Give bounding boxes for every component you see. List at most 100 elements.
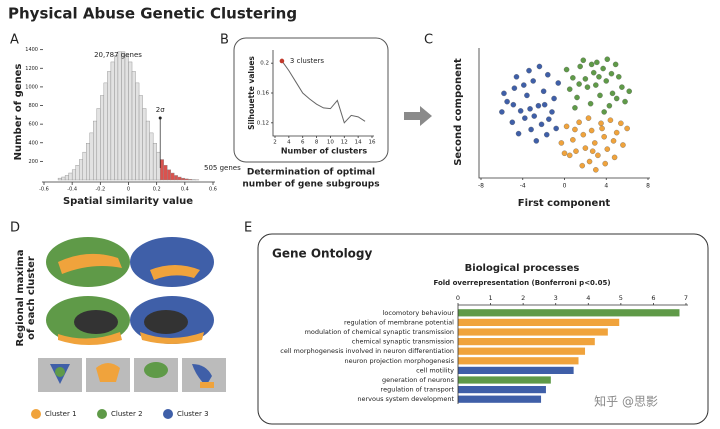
histogram-bar — [138, 95, 143, 181]
scatter-point — [609, 90, 616, 97]
scatter-point — [544, 131, 550, 138]
scatter-point — [566, 152, 573, 159]
scatter-point — [610, 138, 617, 144]
scatter-point — [510, 101, 517, 108]
histogram-bar — [142, 108, 147, 181]
y-axis-label: Regional maxima — [15, 250, 26, 347]
y-tick-label: 1000 — [25, 84, 38, 90]
x-axis-label: Number of clusters — [281, 147, 368, 156]
panel-label: D — [10, 221, 20, 236]
panel-label: C — [424, 33, 433, 48]
scatter-point — [570, 137, 576, 143]
x-tick-label: 2 — [521, 294, 525, 302]
histogram-bar — [135, 82, 140, 181]
scatter-point — [582, 145, 589, 151]
legend-label: Cluster 3 — [177, 410, 209, 418]
scatter-point — [602, 160, 608, 167]
histogram-bar — [181, 177, 186, 181]
histogram-bar — [128, 61, 133, 181]
line — [281, 60, 366, 124]
scatter-point — [603, 78, 610, 84]
scatter-point — [618, 120, 624, 127]
y-tick-label: 400 — [28, 140, 38, 146]
scatter-point — [589, 148, 596, 154]
scatter-point — [566, 86, 573, 92]
x-tick-label: 0.4 — [181, 187, 189, 193]
scatter-point — [580, 57, 587, 64]
legend-swatch — [31, 409, 41, 419]
scatter-point — [504, 98, 510, 105]
scatter-point — [612, 61, 619, 68]
axes — [272, 50, 374, 137]
scatter-point — [551, 95, 557, 102]
y-tick-label: 0.16 — [257, 91, 270, 97]
histogram-bar — [71, 169, 76, 181]
x-tick-label: -0.2 — [95, 187, 105, 193]
watermark: 知乎 @思影 — [594, 395, 658, 409]
panel-e-frame — [257, 233, 709, 425]
y-axis-label: Second component — [453, 58, 464, 166]
scatter-point — [563, 123, 570, 130]
caption: Determination of optimal — [247, 168, 375, 178]
category-label: chemical synaptic transmission — [352, 338, 454, 346]
x-tick-label: -8 — [478, 183, 484, 190]
scatter-point — [563, 66, 570, 73]
scatter-point — [593, 82, 599, 88]
x-tick-label: 0.2 — [153, 187, 161, 193]
scatter-point — [611, 154, 618, 161]
chart-title: Biological processes — [465, 263, 580, 274]
bar — [458, 395, 542, 403]
scatter-point — [596, 74, 602, 80]
panel-b-frame — [233, 37, 389, 163]
histogram-bar — [163, 165, 168, 181]
scatter-point — [616, 74, 622, 80]
scatter-point — [577, 63, 583, 70]
scatter-point — [595, 152, 601, 159]
histogram-bar — [177, 176, 182, 181]
scatter-point — [579, 162, 585, 169]
bar — [458, 357, 579, 365]
x-tick-label: 0 — [127, 187, 130, 193]
category-label: modulation of chemical synaptic transmis… — [305, 328, 454, 336]
y-tick-label: 1400 — [25, 47, 38, 53]
bar — [458, 309, 680, 317]
x-tick-label: 2 — [273, 140, 277, 146]
arrow — [404, 106, 432, 126]
x-tick-label: 1 — [489, 294, 493, 302]
scatter-point — [576, 119, 582, 126]
scatter-point — [601, 133, 607, 140]
scatter-point — [572, 126, 578, 133]
scatter-point — [555, 80, 561, 86]
histogram-bar — [57, 177, 62, 181]
category-label: regulation of transport — [381, 386, 455, 394]
histogram-bar — [117, 51, 122, 181]
legend-swatch — [163, 409, 173, 419]
scatter-point — [606, 102, 613, 109]
scatter-point — [588, 61, 595, 68]
scatter-point — [613, 95, 620, 102]
scatter-point — [604, 146, 611, 152]
histogram-bar — [124, 55, 129, 181]
bar — [458, 328, 608, 336]
scatter-point — [598, 120, 604, 127]
x-tick-label: 10 — [327, 140, 334, 146]
histogram-bar — [103, 82, 108, 181]
scatter-point — [593, 167, 599, 173]
x-tick-label: 0.6 — [209, 187, 217, 193]
scatter-point — [513, 74, 520, 80]
annotation: 20,787 genes — [94, 51, 142, 59]
highlight-marker — [279, 58, 285, 64]
histogram-bar — [110, 61, 115, 181]
histogram-bar — [86, 143, 90, 181]
scatter-point — [594, 59, 600, 66]
histogram-bar — [61, 176, 66, 181]
scatter-point — [584, 84, 591, 90]
scatter-point — [517, 108, 524, 114]
scatter-point — [530, 78, 536, 84]
scatter-point — [588, 127, 595, 134]
scatter-point — [573, 148, 579, 154]
histogram-bar — [174, 175, 178, 181]
scatter-point — [526, 67, 532, 74]
histogram-bar — [184, 178, 189, 181]
